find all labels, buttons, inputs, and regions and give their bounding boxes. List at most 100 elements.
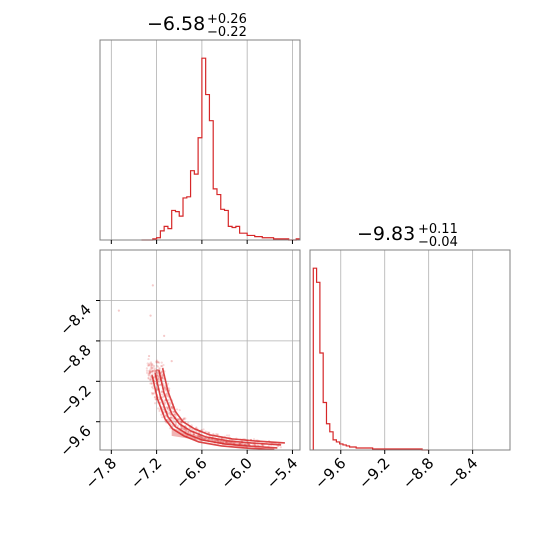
scatter-point xyxy=(156,371,160,375)
histogram-param2-frame xyxy=(309,249,511,451)
param2-title-plus: +0.11 xyxy=(418,222,458,237)
scatter-point xyxy=(156,377,160,380)
scatter-point xyxy=(156,407,160,410)
x1-tick-label: −6.0 xyxy=(218,454,256,492)
scatter-point xyxy=(225,441,228,444)
scatter-point xyxy=(192,432,196,435)
scatter-point xyxy=(149,370,152,373)
scatter-point xyxy=(161,377,164,380)
contour-line xyxy=(161,368,285,444)
scatter-point xyxy=(148,362,151,365)
scatter-point xyxy=(160,370,163,373)
scatter-point xyxy=(153,392,156,395)
scatter-point xyxy=(153,375,156,378)
scatter-point xyxy=(164,401,167,404)
scatter-point xyxy=(149,374,152,377)
scatter-point xyxy=(157,375,160,379)
scatter-point xyxy=(164,388,167,391)
scatter-point xyxy=(183,427,186,431)
scatter-point xyxy=(216,439,220,442)
scatter-point xyxy=(184,430,187,433)
scatter-point xyxy=(244,442,247,446)
scatter-point xyxy=(204,430,207,433)
scatter-point xyxy=(155,360,158,363)
scatter-point xyxy=(220,440,223,443)
scatter-point xyxy=(149,371,152,375)
scatter-point xyxy=(150,362,153,365)
scatter-point xyxy=(165,392,168,395)
scatter-point xyxy=(150,364,153,368)
scatter-point xyxy=(168,387,171,390)
scatter-point xyxy=(117,309,120,312)
scatter-point xyxy=(155,359,159,362)
scatter-point xyxy=(183,418,186,421)
scatter-point xyxy=(149,361,153,364)
scatter-point xyxy=(166,407,170,410)
scatter-point xyxy=(161,375,165,378)
y1-tick-label: −8.4 xyxy=(56,301,94,339)
scatter-point xyxy=(174,420,177,423)
scatter-point xyxy=(166,407,169,411)
scatter-point xyxy=(148,369,152,372)
scatter-point xyxy=(170,407,173,410)
scatter-point xyxy=(151,362,154,366)
scatter-point xyxy=(178,409,181,412)
y1-tick-label: −8.8 xyxy=(56,341,94,379)
scatter-point xyxy=(155,388,159,392)
scatter-point xyxy=(163,334,166,337)
scatter-point xyxy=(155,370,158,373)
scatter-point xyxy=(169,416,172,419)
scatter-point xyxy=(151,393,154,396)
scatter-point xyxy=(163,410,166,414)
scatter-point xyxy=(162,363,165,367)
scatter-point xyxy=(151,284,154,287)
scatter-point xyxy=(170,405,173,409)
scatter-point xyxy=(212,432,215,436)
scatter-point xyxy=(187,430,190,434)
scatter-point xyxy=(154,370,157,373)
scatter-point xyxy=(225,441,228,444)
y1-tick-label: −9.6 xyxy=(56,422,94,460)
scatter-point xyxy=(145,367,148,370)
scatter-point xyxy=(150,369,154,372)
param2-title-value: −9.83 xyxy=(357,223,415,245)
scatter-point xyxy=(180,426,183,429)
scatter-point xyxy=(171,407,174,410)
y1-tick-label: −9.2 xyxy=(56,381,94,419)
scatter-point xyxy=(150,366,154,370)
scatter-point xyxy=(172,410,175,413)
scatter-point xyxy=(222,440,225,444)
scatter-point xyxy=(157,374,160,377)
scatter-point xyxy=(160,365,164,368)
scatter-point xyxy=(181,427,184,430)
scatter-point xyxy=(240,442,243,445)
scatter-point xyxy=(149,370,152,374)
scatter-point xyxy=(174,413,177,416)
scatter-point xyxy=(206,431,209,434)
scatter-point xyxy=(167,412,170,415)
scatter-point xyxy=(151,386,154,389)
scatter-point xyxy=(150,382,153,385)
histogram-param2-panel: −9.6 −9.2 −8.8 −8.4 −9.83 +0.11 −0.04 xyxy=(309,222,511,493)
scatter-point xyxy=(147,376,150,380)
x1-tick-label: −5.4 xyxy=(263,454,301,492)
scatter-point xyxy=(152,387,155,390)
scatter-point xyxy=(199,436,203,439)
scatter-point xyxy=(176,418,180,421)
scatter-point xyxy=(156,368,159,372)
scatter-point xyxy=(160,390,163,393)
scatter-point xyxy=(147,372,151,375)
scatter-point xyxy=(154,396,157,399)
scatter-point xyxy=(160,370,163,373)
scatter-point xyxy=(163,402,166,405)
scatter-point xyxy=(158,383,162,387)
scatter-point xyxy=(149,368,152,371)
scatter-point xyxy=(212,438,215,441)
scatter-point xyxy=(149,364,152,367)
scatter-point xyxy=(148,371,151,374)
scatter-point xyxy=(151,370,154,373)
scatter-point xyxy=(279,446,283,449)
scatter-point xyxy=(199,435,202,438)
scatter-point xyxy=(147,354,151,358)
scatter-point xyxy=(194,429,197,433)
